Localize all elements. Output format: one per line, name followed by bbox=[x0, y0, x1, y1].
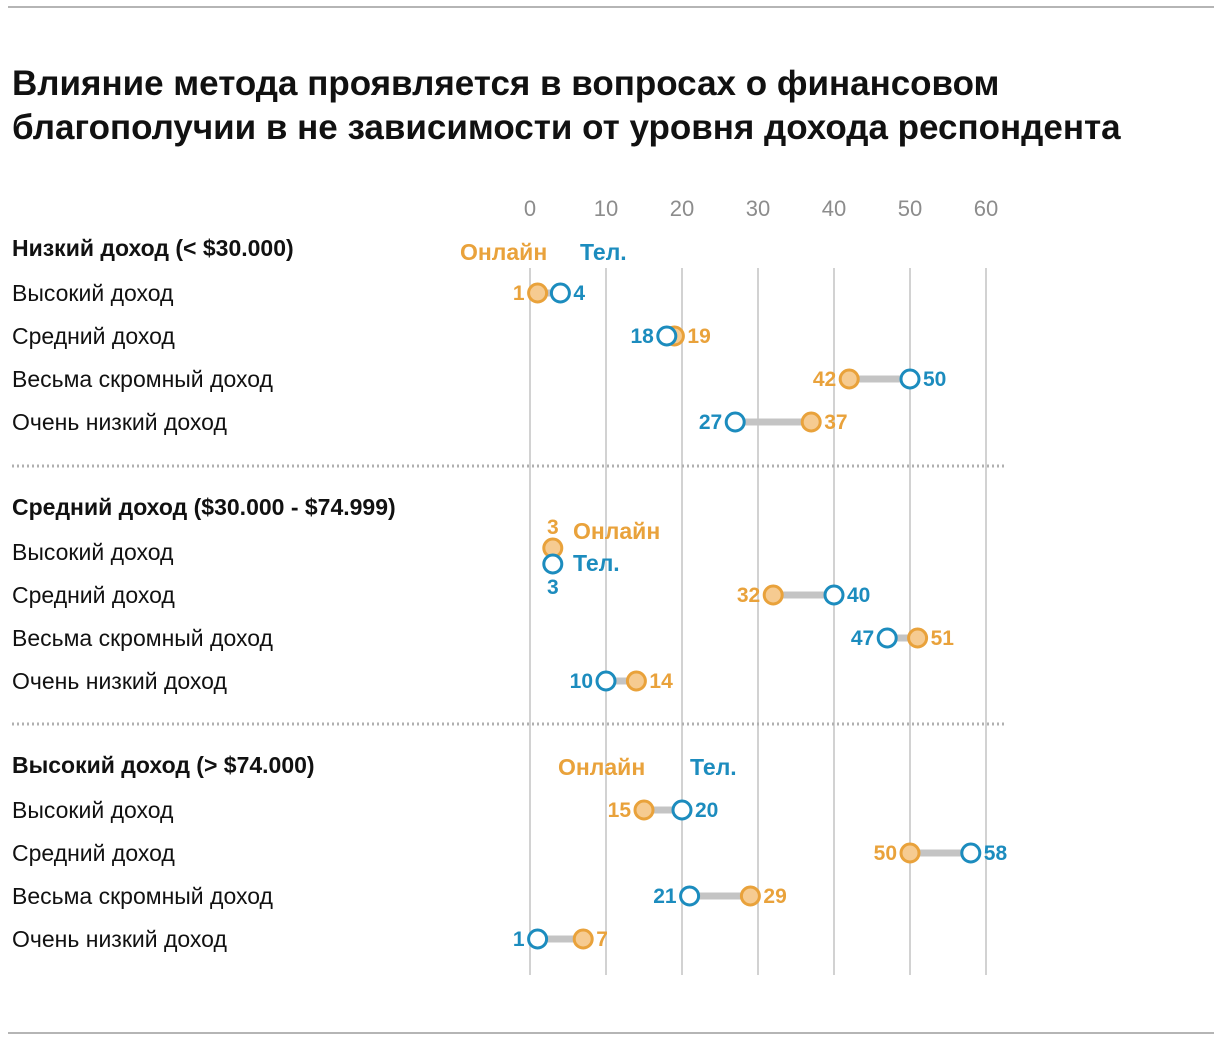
phone-dot bbox=[549, 282, 571, 304]
online-dot bbox=[899, 842, 921, 864]
x-tick-label: 0 bbox=[524, 196, 536, 221]
phone-dot bbox=[823, 584, 845, 606]
x-tick-label: 10 bbox=[594, 196, 618, 221]
phone-value-label: 4 bbox=[573, 282, 585, 305]
phone-value-label: 27 bbox=[699, 411, 722, 434]
phone-value-label: 58 bbox=[984, 842, 1008, 865]
online-value-label: 1 bbox=[513, 282, 525, 305]
phone-dot bbox=[724, 411, 746, 433]
phone-value-label: 3 bbox=[547, 576, 559, 599]
online-dot bbox=[633, 799, 655, 821]
row-label: Высокий доход bbox=[12, 539, 174, 565]
row-label: Высокий доход bbox=[12, 280, 174, 306]
online-dot bbox=[527, 282, 549, 304]
phone-dot bbox=[899, 368, 921, 390]
phone-value-label: 20 bbox=[695, 799, 718, 822]
phone-value-label: 1 bbox=[513, 928, 525, 951]
online-dot bbox=[800, 411, 822, 433]
row-label: Средний доход bbox=[12, 323, 175, 349]
online-dot bbox=[762, 584, 784, 606]
row-label: Весьма скромный доход bbox=[12, 366, 274, 392]
online-dot bbox=[625, 670, 647, 692]
legend-phone: Тел. bbox=[690, 754, 737, 780]
online-value-label: 51 bbox=[931, 627, 955, 650]
phone-dot bbox=[542, 553, 564, 575]
phone-value-label: 40 bbox=[847, 584, 870, 607]
online-value-label: 14 bbox=[649, 670, 673, 693]
legend-online: Онлайн bbox=[573, 518, 660, 544]
online-value-label: 7 bbox=[596, 928, 608, 951]
phone-dot bbox=[671, 799, 693, 821]
phone-value-label: 18 bbox=[630, 325, 654, 348]
online-dot bbox=[572, 928, 594, 950]
legend-online: Онлайн bbox=[558, 754, 645, 780]
legend-phone: Тел. bbox=[580, 239, 627, 265]
online-value-label: 37 bbox=[824, 411, 847, 434]
online-value-label: 42 bbox=[813, 368, 836, 391]
group-label: Высокий доход (> $74.000) bbox=[12, 752, 315, 778]
phone-value-label: 47 bbox=[851, 627, 874, 650]
group-label: Средний доход ($30.000 - $74.999) bbox=[12, 494, 396, 520]
online-value-label: 15 bbox=[608, 799, 632, 822]
phone-value-label: 50 bbox=[923, 368, 946, 391]
row-label: Высокий доход bbox=[12, 797, 174, 823]
phone-value-label: 10 bbox=[570, 670, 593, 693]
x-tick-label: 20 bbox=[670, 196, 694, 221]
online-value-label: 3 bbox=[547, 516, 559, 539]
row-label: Весьма скромный доход bbox=[12, 625, 274, 651]
online-value-label: 32 bbox=[737, 584, 760, 607]
x-tick-label: 40 bbox=[822, 196, 846, 221]
row-label: Очень низкий доход bbox=[12, 926, 227, 952]
online-dot bbox=[907, 627, 929, 649]
row-label: Средний доход bbox=[12, 582, 175, 608]
chart-title: Влияние метода проявляется в вопросах о … bbox=[12, 64, 1121, 147]
top-rule bbox=[8, 6, 1214, 8]
phone-value-label: 21 bbox=[653, 885, 677, 908]
row-label: Весьма скромный доход bbox=[12, 883, 274, 909]
phone-dot bbox=[876, 627, 898, 649]
group-label: Низкий доход (< $30.000) bbox=[12, 235, 294, 261]
row-label: Средний доход bbox=[12, 840, 175, 866]
phone-dot bbox=[679, 885, 701, 907]
online-value-label: 50 bbox=[874, 842, 897, 865]
phone-dot bbox=[527, 928, 549, 950]
x-tick-label: 50 bbox=[898, 196, 922, 221]
phone-dot bbox=[960, 842, 982, 864]
row-label: Очень низкий доход bbox=[12, 409, 227, 435]
phone-dot bbox=[656, 325, 678, 347]
row-label: Очень низкий доход bbox=[12, 668, 227, 694]
online-dot bbox=[838, 368, 860, 390]
online-value-label: 29 bbox=[763, 885, 786, 908]
bottom-rule bbox=[8, 1032, 1214, 1034]
x-tick-label: 30 bbox=[746, 196, 770, 221]
legend-online: Онлайн bbox=[460, 239, 547, 265]
phone-dot bbox=[595, 670, 617, 692]
legend-phone: Тел. bbox=[573, 550, 620, 576]
x-tick-label: 60 bbox=[974, 196, 998, 221]
online-dot bbox=[739, 885, 761, 907]
online-value-label: 19 bbox=[687, 325, 710, 348]
